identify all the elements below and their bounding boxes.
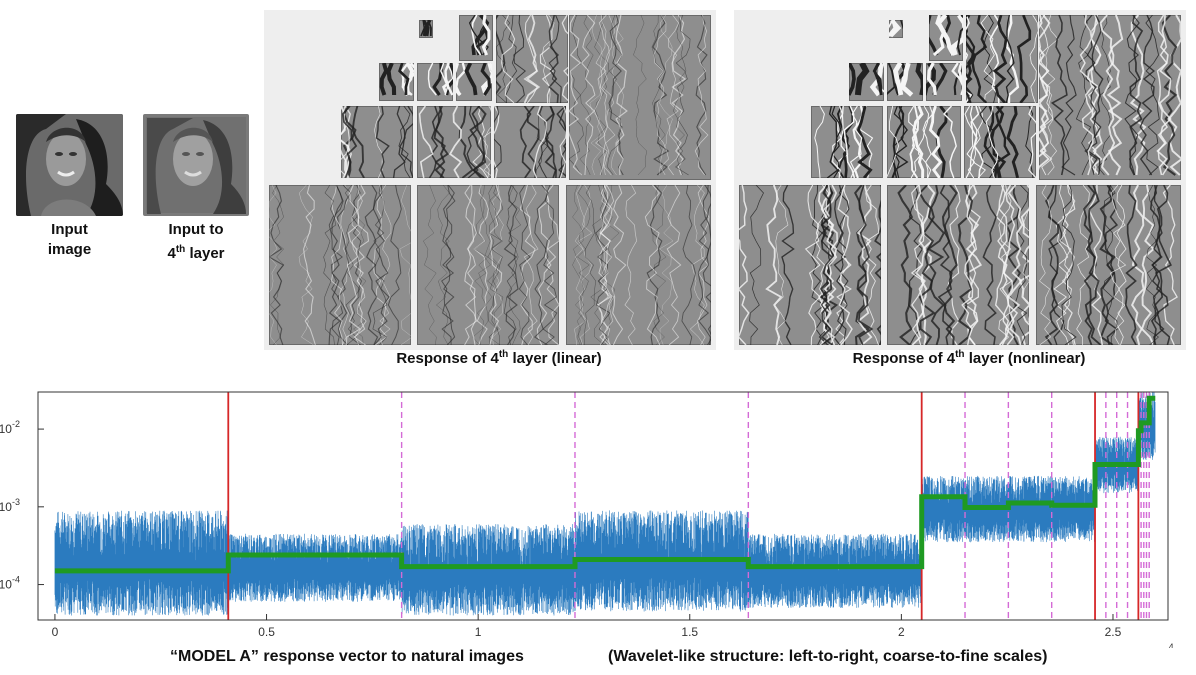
nonlinear-response-panel: [734, 10, 1186, 350]
filter-cell-level3-d: [494, 106, 566, 178]
filter-cell-level3-c: [417, 106, 491, 178]
filter-cell-level2-a: [569, 15, 711, 180]
input-image: [16, 114, 123, 216]
plot-frame: [37, 391, 1169, 621]
filter-cell-level2-c: [417, 185, 559, 345]
bottom-caption-right: (Wavelet-like structure: left-to-right, …: [608, 648, 1048, 665]
filter-cell-level2-a: [1039, 15, 1181, 180]
y-tick-label-1: 10-3: [0, 497, 20, 514]
linear-response-panel: [264, 10, 716, 350]
filter-cell-level4-d: [456, 63, 492, 101]
layer-input-image: [143, 114, 249, 216]
filter-cell-level3-c: [887, 106, 961, 178]
filter-cell-level3-d: [964, 106, 1036, 178]
filter-cell-level5: [889, 20, 903, 38]
x-tick-label-3: 1.5: [681, 625, 698, 639]
bottom-caption-left: “MODEL A” response vector to natural ima…: [170, 648, 524, 665]
layer-input-ordinal-suffix: th: [175, 244, 186, 255]
nonlinear-caption-sup: th: [955, 349, 965, 360]
x-tick-label-1: 0.5: [258, 625, 275, 639]
layer-input-rest: layer: [185, 245, 225, 262]
filter-cell-level4: [459, 15, 493, 61]
layer-input-caption: Input to 4th layer: [136, 220, 256, 264]
nonlinear-caption-rest: layer (nonlinear): [964, 350, 1086, 367]
linear-caption-rest: layer (linear): [508, 350, 602, 367]
filter-cell-level3-a: [966, 15, 1038, 103]
response-vector-chart: 0 0.5 1 1.5 2 2.5 10-4 10-3 10-2 ×104: [0, 391, 1174, 648]
filter-cell-level4-b: [849, 63, 884, 101]
y-tick-label-0: 10-4: [0, 575, 20, 592]
layer-input-caption-line1: Input to: [168, 221, 224, 238]
response-signal-series: [54, 392, 1156, 616]
x-tick-label-2: 1: [475, 625, 482, 639]
layer-input-caption-line2: 4th layer: [136, 240, 256, 264]
x-tick-label-5: 2.5: [1105, 625, 1122, 639]
filter-cell-level4: [929, 15, 963, 61]
envelope-series: [54, 395, 1156, 574]
filter-cell-level2-b: [269, 185, 411, 345]
filter-cell-level2-c: [887, 185, 1029, 345]
nonlinear-caption-prefix: Response of 4: [852, 350, 956, 367]
linear-caption-prefix: Response of 4: [396, 350, 499, 367]
filter-cell-level4-c: [417, 63, 453, 101]
filter-cell-level2-d: [566, 185, 711, 345]
x-multiplier-label: ×104: [1150, 642, 1174, 648]
filter-cell-level3-b: [341, 106, 413, 178]
filter-cell-level2-b: [739, 185, 881, 345]
linear-panel-caption: Response of 4th layer (linear): [264, 349, 734, 367]
filter-cell-level4-c: [887, 63, 923, 101]
filter-cell-level3-a: [496, 15, 568, 103]
filter-cell-level3-b: [811, 106, 883, 178]
filter-cell-level4-d: [926, 63, 962, 101]
filter-cell-level2-d: [1036, 185, 1181, 345]
x-tick-label-0: 0: [52, 625, 59, 639]
linear-caption-sup: th: [498, 349, 509, 360]
input-image-caption: Input image: [16, 220, 123, 260]
y-tick-label-2: 10-2: [0, 419, 20, 436]
filter-cell-level4-b: [379, 63, 414, 101]
layer-input-ordinal: 4: [167, 245, 176, 262]
input-image-caption-line1: Input: [51, 221, 88, 238]
x-tick-label-4: 2: [898, 625, 905, 639]
filter-cell-level5: [419, 20, 433, 38]
nonlinear-panel-caption: Response of 4th layer (nonlinear): [734, 349, 1196, 367]
input-image-caption-line2: image: [47, 241, 92, 258]
